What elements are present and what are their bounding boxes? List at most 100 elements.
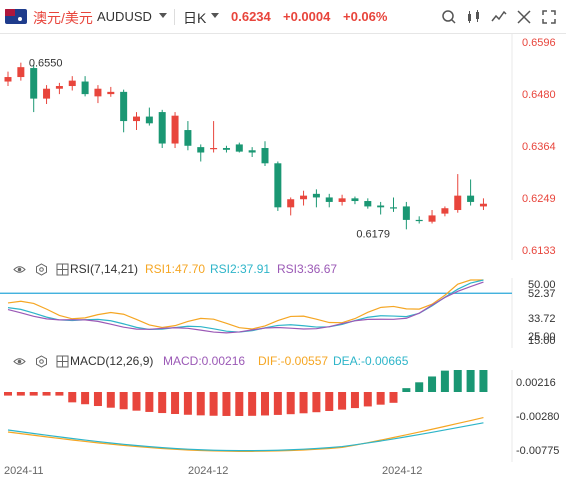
macd-histogram-bar: [16, 392, 25, 396]
macd-chart[interactable]: 0.00216-0.00280-0.00775 2024-11 2024-12 …: [0, 370, 566, 481]
candle-body: [287, 199, 295, 208]
eye-icon[interactable]: [13, 263, 26, 276]
candle-body: [351, 198, 359, 202]
rsi-header: RSI(7,14,21) RSI1:47.70 RSI2:37.91 RSI3:…: [0, 262, 566, 280]
dif-value: DIF:-0.00557: [258, 354, 329, 368]
date-label: 2024-12: [188, 465, 228, 477]
macd-histogram-bar: [286, 392, 295, 415]
macd-histogram-bar: [183, 392, 192, 415]
candle-body: [68, 80, 76, 87]
macd-histogram-bar: [312, 392, 321, 413]
candlestick-chart[interactable]: 0.6596 0.6480 0.6364 0.6249 0.6133 0.6550 0.…: [0, 34, 566, 260]
chevron-down-icon[interactable]: [211, 13, 219, 18]
rsi-axis-label: 52.37: [528, 288, 556, 300]
macd-histogram-bar: [350, 392, 359, 409]
macd-histogram-bar: [119, 392, 128, 410]
candle-body: [338, 198, 346, 202]
candle-body: [210, 148, 218, 150]
date-label: 2024-11: [4, 465, 44, 477]
macd-histogram-bar: [363, 392, 372, 407]
macd-header: MACD(12,26,9) MACD:0.00216 DIF:-0.00557 …: [0, 354, 566, 372]
candle-body: [43, 88, 51, 99]
fullscreen-icon[interactable]: [540, 8, 558, 26]
macd-histogram-bar: [145, 392, 154, 412]
settings-icon[interactable]: [35, 263, 48, 276]
candle-body: [261, 148, 269, 164]
macd-histogram-bar: [106, 392, 115, 408]
candle-body: [441, 208, 449, 214]
macd-histogram-bar: [196, 392, 205, 416]
dea-value: DEA:-0.00665: [333, 354, 409, 368]
macd-histogram-bar: [415, 382, 424, 392]
candle-body: [390, 207, 397, 209]
macd-histogram-bar: [440, 370, 449, 392]
rsi-axis-label: 25.00: [528, 331, 556, 343]
candle-body: [325, 197, 333, 202]
macd-histogram-bar: [29, 392, 38, 396]
candle-body: [94, 88, 102, 97]
candle-body: [377, 205, 385, 208]
macd-histogram-bar: [42, 392, 51, 396]
candle-body: [133, 116, 140, 122]
macd-histogram-bar: [248, 392, 257, 416]
candle-body: [479, 203, 487, 207]
candle-body: [158, 112, 166, 144]
candle-body: [4, 77, 12, 82]
candle-body: [81, 81, 89, 95]
settings-icon[interactable]: [35, 355, 48, 368]
macd-histogram-bar: [235, 392, 244, 416]
chart-grid-icon[interactable]: [56, 263, 69, 276]
divider: [174, 9, 175, 25]
macd-title: MACD(12,26,9): [70, 354, 154, 368]
candle-body: [120, 91, 128, 122]
price-axis-label: 0.6249: [522, 193, 556, 205]
macd-histogram-bar: [55, 392, 64, 396]
drawing-icon[interactable]: [515, 8, 533, 26]
candle-body: [300, 195, 308, 200]
indicator-icon[interactable]: [490, 8, 508, 26]
macd-histogram-bar: [4, 392, 12, 396]
rsi2-value: RSI2:37.91: [210, 262, 271, 276]
candle-body: [235, 144, 243, 152]
eye-icon[interactable]: [13, 355, 26, 368]
macd-histogram-bar: [68, 392, 77, 403]
macd-value: MACD:0.00216: [163, 354, 246, 368]
rsi-axis-label: 15.00: [528, 335, 556, 347]
candle-body: [184, 130, 192, 146]
macd-histogram-bar: [376, 392, 385, 405]
macd-histogram-bar: [273, 392, 282, 415]
macd-axis-label: 0.00216: [516, 377, 556, 389]
candle-body: [145, 116, 153, 124]
macd-histogram-bar: [325, 392, 334, 411]
candle-body: [467, 195, 475, 202]
candle-body: [415, 219, 423, 222]
candle-body: [30, 68, 38, 99]
macd-histogram-bar: [338, 392, 347, 410]
search-icon[interactable]: [440, 8, 458, 26]
candle-body: [312, 193, 320, 198]
chart-type-icon[interactable]: [465, 8, 483, 26]
rsi-axis-label: 50.00: [528, 279, 556, 291]
symbol-select[interactable]: AUDUSD: [97, 9, 152, 24]
price-axis-label: 0.6364: [522, 141, 556, 153]
chevron-down-icon[interactable]: [159, 13, 167, 18]
macd-histogram-bar: [402, 388, 411, 392]
pair-label[interactable]: 澳元/美元: [33, 10, 93, 26]
macd-histogram-bar: [81, 392, 90, 405]
macd-histogram-bar: [222, 392, 231, 416]
high-price-annotation: 0.6550: [29, 58, 63, 70]
chart-toolbar: 澳元/美元 AUDUSD 日K 0.6234 +0.0004 +0.06%: [0, 0, 566, 34]
rsi1-line: [7, 279, 484, 330]
macd-histogram-bar: [158, 392, 167, 414]
candle-body: [428, 215, 436, 222]
chart-grid-icon[interactable]: [56, 355, 69, 368]
last-price: 0.6234: [231, 9, 271, 24]
rsi1-value: RSI1:47.70: [145, 262, 206, 276]
price-change-percent: +0.06%: [343, 9, 388, 24]
candle-body: [55, 86, 63, 89]
period-select[interactable]: 日K: [183, 10, 207, 26]
candle-body: [171, 115, 179, 144]
candle-body: [222, 148, 230, 150]
low-price-annotation: 0.6179: [356, 228, 390, 240]
